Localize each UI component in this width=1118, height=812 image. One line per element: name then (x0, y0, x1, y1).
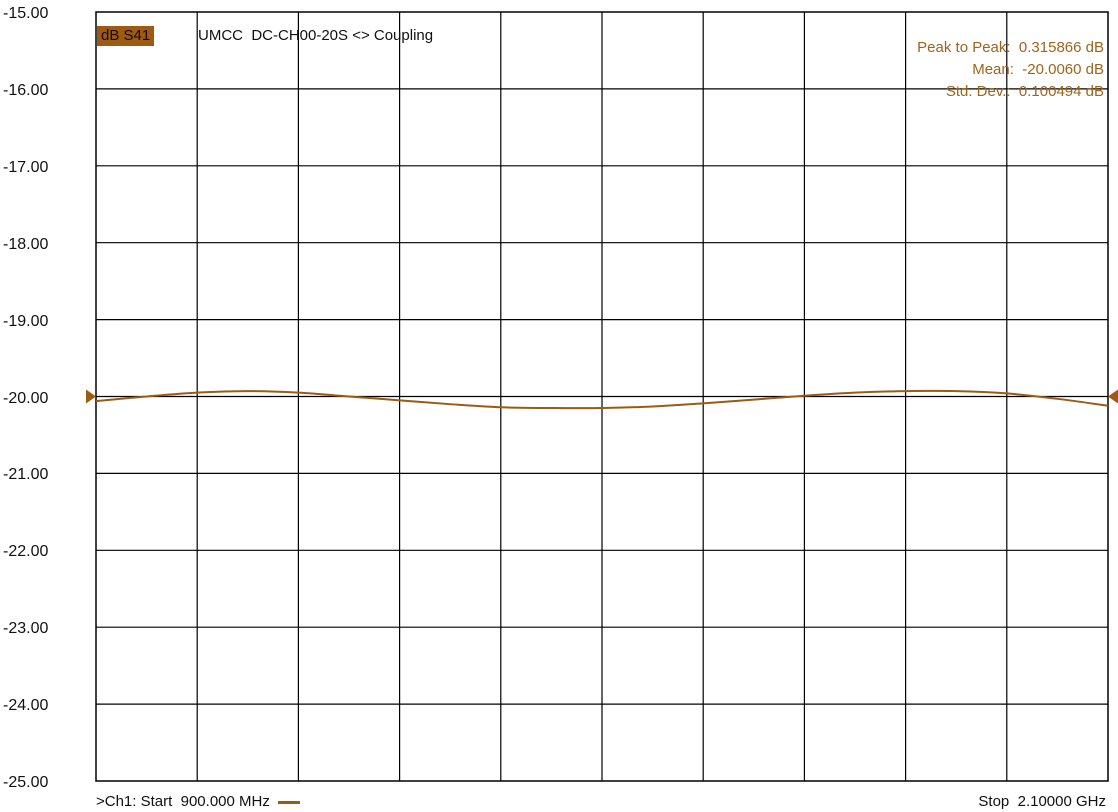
stat-peak-to-peak: Peak to Peak: 0.315866 dB (901, 18, 1104, 78)
stat-value: 0.315866 dB (1018, 39, 1104, 56)
start-text: >Ch1: Start 900.000 MHz (96, 793, 270, 810)
trace-color-swatch (277, 800, 300, 804)
y-tick-label: -21.00 (3, 466, 49, 484)
y-tick-label: -25.00 (3, 774, 49, 791)
trace-layer (86, 389, 1118, 410)
channel-start-label: >Ch1: Start 900.000 MHz (96, 792, 300, 812)
stat-value: -20.0060 dB (1022, 61, 1104, 78)
y-tick-label: -15.00 (3, 5, 49, 22)
y-tick-label: -23.00 (3, 620, 49, 638)
stat-label: Mean: (972, 61, 1014, 78)
y-tick-label: -24.00 (3, 697, 49, 715)
reference-marker-right (1108, 389, 1118, 404)
y-tick-label: -20.00 (3, 389, 49, 407)
y-tick-label: -22.00 (3, 543, 49, 561)
y-tick-label: -18.00 (3, 235, 49, 253)
y-tick-label: -17.00 (3, 158, 49, 176)
channel-stop-label: Stop 2.10000 GHz (978, 793, 1106, 810)
stat-std-dev: Std. Dev.: 0.100494 dB (929, 62, 1104, 122)
stat-value: 0.100494 dB (1018, 83, 1104, 100)
trace-line-s41 (95, 389, 1109, 410)
stat-label: Peak to Peak: (917, 39, 1011, 56)
stat-label: Std. Dev.: (945, 83, 1011, 100)
trace-title: UMCC DC-CH00-20S <> Coupling (198, 27, 434, 44)
grid (95, 11, 1109, 782)
y-tick-label: -19.00 (3, 312, 49, 330)
y-tick-label: -16.00 (3, 81, 49, 99)
stat-mean: Mean: -20.0060 dB (956, 40, 1104, 100)
reference-marker-left (86, 389, 96, 404)
trace-label-badge[interactable]: dB S41 (97, 26, 155, 46)
